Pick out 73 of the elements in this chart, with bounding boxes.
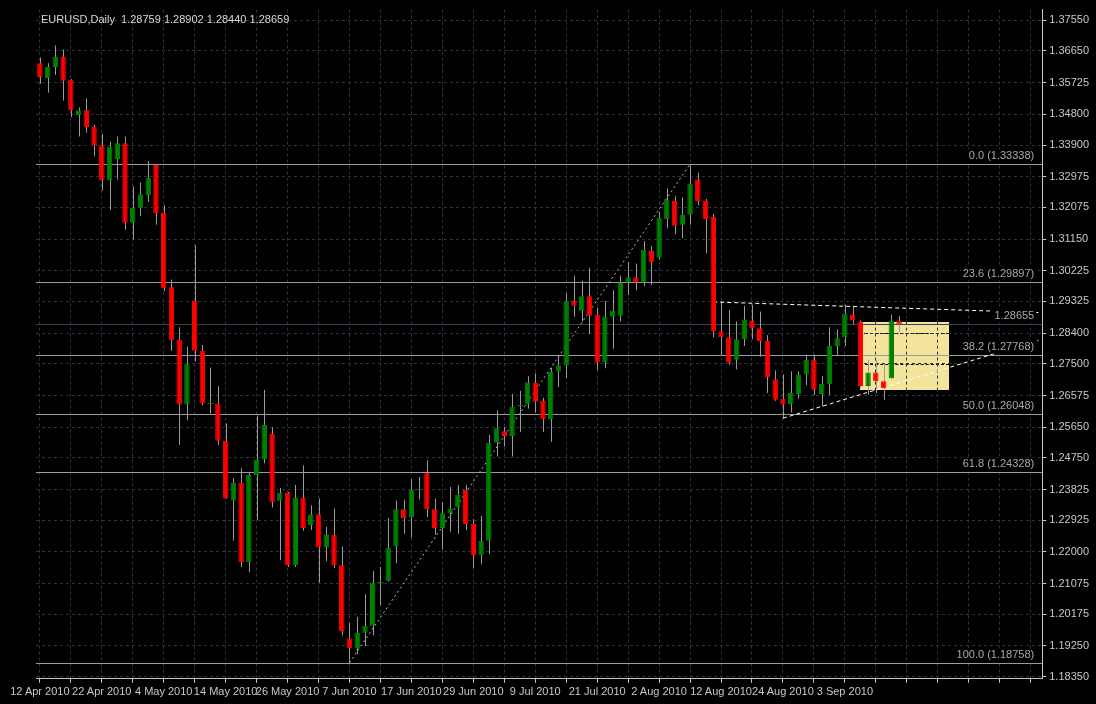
candlestick <box>75 106 82 137</box>
candlestick <box>130 185 136 240</box>
y-tick-label: 1.22925 <box>1049 513 1089 526</box>
x-tick-label: 4 May 2010 <box>134 685 193 698</box>
candlestick <box>873 359 879 394</box>
x-tick-label: 12 Apr 2010 <box>10 685 70 698</box>
y-tick-label: 1.19250 <box>1049 639 1089 651</box>
candlestick <box>277 487 283 561</box>
candlestick <box>377 566 384 606</box>
candlestick <box>362 593 368 647</box>
x-tick-label: 14 May 2010 <box>193 685 258 698</box>
y-tick-label: 1.37550 <box>1049 13 1089 26</box>
candlestick <box>501 426 507 448</box>
candlestick <box>664 187 670 229</box>
x-tick-label: 22 Apr 2010 <box>72 685 132 698</box>
candlestick <box>37 56 43 85</box>
y-tick-label: 1.20175 <box>1049 607 1089 620</box>
chart-title: EURUSD,Daily 1.28759 1.28902 1.28440 1.28659 <box>41 12 290 25</box>
y-tick-label: 1.33900 <box>1049 138 1089 151</box>
x-tick-label: 29 Jun 2010 <box>443 685 504 698</box>
ref-line-label: 1.28655 <box>994 309 1035 322</box>
y-tick-label: 1.18350 <box>1049 669 1089 682</box>
y-tick-label: 1.26575 <box>1049 388 1089 401</box>
candlestick <box>83 98 90 134</box>
y-tick-label: 1.21075 <box>1049 576 1089 589</box>
y-tick-label: 1.29325 <box>1049 294 1089 307</box>
candlestick <box>795 370 802 400</box>
x-tick-label: 2 Aug 2010 <box>631 685 687 698</box>
x-tick-label: 3 Sep 2010 <box>816 685 873 698</box>
x-tick-label: 24 Aug 2010 <box>752 685 814 698</box>
candlestick <box>772 369 778 402</box>
y-tick-label: 1.23825 <box>1049 482 1089 495</box>
ref-line-label: 50.0 (1.26048) <box>962 399 1035 412</box>
candlestick <box>60 49 66 102</box>
y-tick-label: 1.36650 <box>1049 44 1089 57</box>
x-tick-label: 12 Aug 2010 <box>690 685 752 698</box>
ref-line-label: 0.0 (1.33338) <box>968 149 1035 162</box>
candlestick <box>91 124 97 157</box>
ref-line-label: 61.8 (1.24328) <box>962 457 1035 470</box>
y-tick-label: 1.30225 <box>1049 263 1089 276</box>
x-tick-label: 21 Jul 2010 <box>568 685 626 698</box>
y-tick-label: 1.27500 <box>1049 356 1089 369</box>
x-tick-label: 17 Jun 2010 <box>381 685 442 698</box>
x-tick-label: 26 May 2010 <box>255 685 320 698</box>
candlestick <box>842 304 848 347</box>
candlestick <box>137 182 144 217</box>
y-tick-label: 1.35725 <box>1049 75 1089 88</box>
candlestick <box>455 484 461 535</box>
x-tick-label: 7 Jun 2010 <box>322 685 377 698</box>
y-tick-label: 1.24750 <box>1049 450 1089 463</box>
candlestick <box>52 45 59 76</box>
candlestick <box>439 501 446 551</box>
y-tick-label: 1.34800 <box>1049 107 1089 120</box>
candlestick <box>416 476 423 501</box>
y-tick-label: 1.32075 <box>1049 200 1089 213</box>
y-tick-label: 1.25650 <box>1049 420 1089 433</box>
y-tick-label: 1.31150 <box>1049 232 1089 245</box>
candlestick <box>865 359 871 396</box>
candlestick <box>749 304 755 340</box>
ref-line-label: 23.6 (1.29897) <box>962 267 1035 280</box>
candlestick <box>609 289 616 350</box>
candlestick <box>695 172 701 206</box>
ref-line-label: 38.2 (1.27768) <box>962 340 1035 353</box>
x-tick-label: 9 Jul 2010 <box>509 685 561 698</box>
ref-line-label: 100.0 (1.18758) <box>956 648 1035 661</box>
candlestick <box>478 515 484 565</box>
candlestick <box>671 195 678 235</box>
y-tick-label: 1.32975 <box>1049 169 1089 182</box>
candlestick <box>308 504 314 531</box>
y-tick-label: 1.28400 <box>1049 326 1089 339</box>
y-tick-label: 1.22000 <box>1049 544 1089 557</box>
candlestick <box>524 375 531 410</box>
candlestick <box>787 370 794 413</box>
